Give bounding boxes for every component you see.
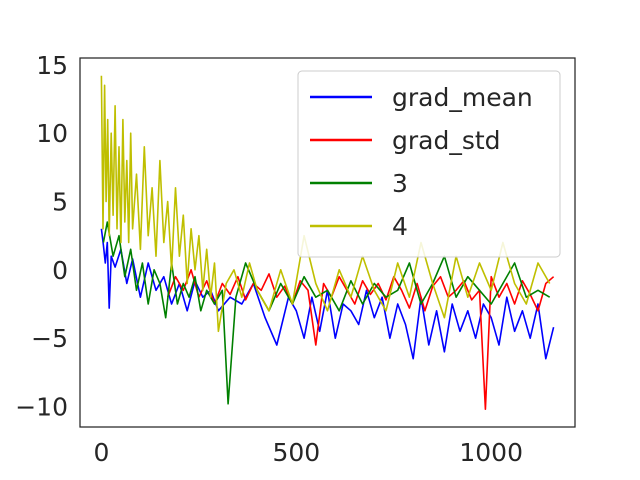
plot-frame [79,57,576,428]
legend-item-3: 3 [310,169,408,198]
y-tick-label: 0 [52,256,68,285]
y-axis-ticks: −10 −5 0 5 10 15 [15,51,68,422]
legend: grad_mean grad_std 3 4 [297,70,561,258]
legend-item-grad-std: grad_std [310,126,501,155]
x-tick-label: 500 [272,438,320,467]
series-line-grad-mean [100,228,555,360]
legend-label-grad-std: grad_std [392,126,501,155]
y-tick-label: 10 [36,119,68,148]
series-line-grad-std [166,268,555,411]
series-layer [100,75,555,411]
x-tick-label: 1000 [459,438,523,467]
x-axis-ticks: 0 500 1000 [93,438,523,467]
y-tick-label: 15 [36,51,68,80]
legend-item-4: 4 [310,212,408,241]
legend-label-3: 3 [392,169,408,198]
legend-label-4: 4 [392,212,408,241]
legend-label-grad-mean: grad_mean [392,83,533,112]
y-tick-label: −10 [15,393,68,422]
y-tick-label: 5 [52,188,68,217]
legend-box [297,70,561,258]
y-tick-label: −5 [31,324,68,353]
legend-item-grad-mean: grad_mean [310,83,533,112]
series-line-4 [100,75,551,333]
x-tick-label: 0 [93,438,109,467]
